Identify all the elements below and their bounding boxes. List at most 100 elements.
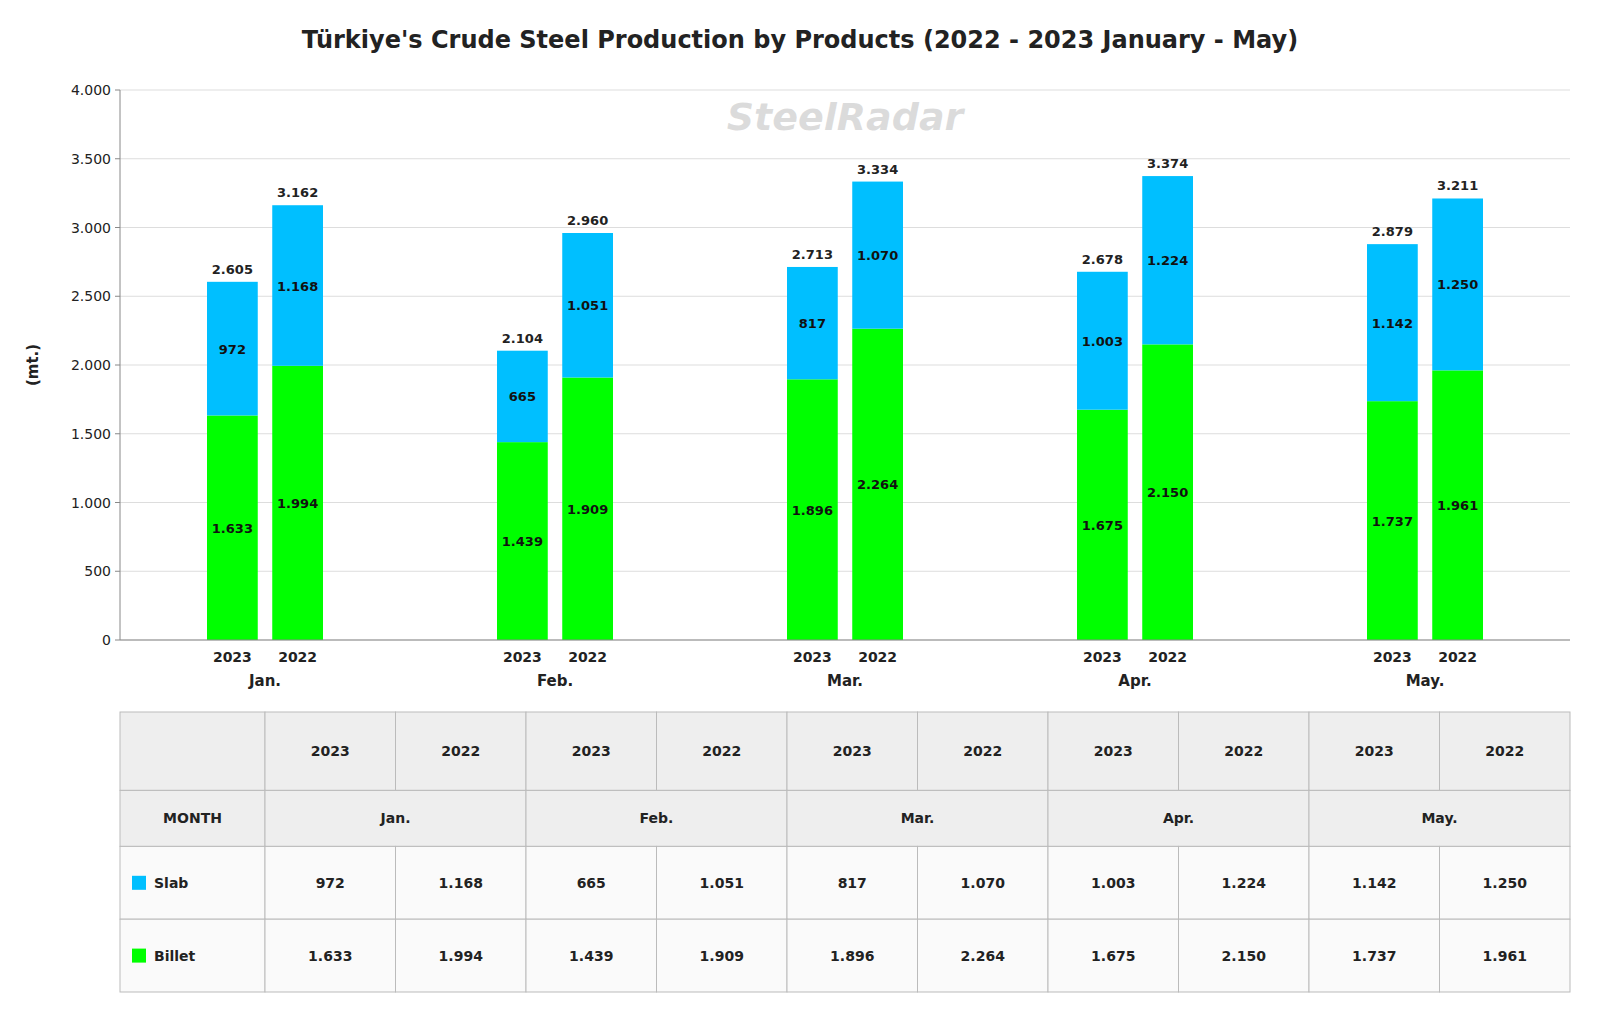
x-tick-label: 2022 [858, 649, 897, 665]
table-cell [265, 712, 396, 790]
table-value: 1.675 [1091, 948, 1135, 964]
bar-segment [207, 282, 258, 416]
legend-label: Billet [154, 948, 196, 964]
table-cell [1309, 919, 1440, 992]
data-labels: 1.6339722.6051.9941.1683.1621.4396652.10… [212, 156, 1478, 549]
y-tick-label: 4.000 [71, 82, 111, 98]
table-value: 1.633 [308, 948, 352, 964]
table-year: 2023 [572, 743, 611, 759]
table-cell [1309, 712, 1440, 790]
background [0, 0, 1600, 1034]
x-tick-label: 2023 [793, 649, 832, 665]
watermark: SteelRadar [727, 95, 966, 139]
bar-segment [272, 205, 323, 366]
table-cell [787, 919, 918, 992]
table-value: 1.070 [961, 875, 1006, 891]
y-tick-label: 500 [84, 563, 111, 579]
table-value: 1.896 [830, 948, 874, 964]
table-cell [120, 919, 265, 992]
segment-label: 1.675 [1082, 518, 1123, 533]
bar-segment [497, 442, 548, 640]
bar-segment [497, 351, 548, 442]
y-tick [115, 365, 120, 366]
table-cell [120, 790, 265, 846]
segment-label: 1.250 [1437, 277, 1478, 292]
y-tick [115, 433, 120, 434]
bar-segment [787, 267, 838, 379]
segment-label: 972 [219, 342, 246, 357]
table-cell [657, 846, 788, 919]
total-label: 3.211 [1437, 178, 1478, 193]
table-value: 1.250 [1483, 875, 1528, 891]
table-cell [265, 790, 526, 846]
segment-label: 1.070 [857, 248, 898, 263]
y-tick-label: 3.000 [71, 220, 111, 236]
y-axis-label: (mt.) [24, 344, 42, 386]
chart: Türkiye's Crude Steel Production by Prod… [0, 0, 1600, 1034]
total-label: 2.605 [212, 262, 253, 277]
table-cell [918, 712, 1049, 790]
group-label: Feb. [537, 672, 573, 690]
total-label: 3.374 [1147, 156, 1188, 171]
table-month: Apr. [1163, 810, 1194, 826]
table-cell [396, 846, 527, 919]
table-value: 1.909 [700, 948, 744, 964]
table-cell [1309, 790, 1570, 846]
table-cell [787, 712, 918, 790]
bar-segment [562, 233, 613, 378]
segment-label: 1.896 [792, 503, 833, 518]
table-cell [657, 919, 788, 992]
table-year: 2022 [1485, 743, 1524, 759]
y-tick [115, 296, 120, 297]
table-cell [120, 846, 265, 919]
table-cell [787, 846, 918, 919]
total-label: 2.879 [1372, 224, 1413, 239]
table-value: 1.168 [439, 875, 483, 891]
grid-line [120, 571, 1570, 572]
bar-segment [852, 329, 903, 640]
bar-segment [1142, 176, 1193, 344]
x-tick-label: 2023 [213, 649, 252, 665]
table-value: 2.150 [1222, 948, 1267, 964]
table-cell [265, 846, 396, 919]
table-cell [265, 919, 396, 992]
legend-swatch [132, 876, 146, 890]
table-month: Jan. [380, 810, 411, 826]
total-label: 3.162 [277, 185, 318, 200]
table-value: 1.994 [439, 948, 484, 964]
grid-line [120, 227, 1570, 228]
table-value: 972 [316, 875, 345, 891]
table-cell [1179, 846, 1310, 919]
table-year: 2023 [1355, 743, 1394, 759]
table-cell [396, 919, 527, 992]
table-value: 1.051 [700, 875, 744, 891]
table-cell [526, 846, 657, 919]
y-tick-label: 3.500 [71, 151, 111, 167]
table-cell [1179, 919, 1310, 992]
y-tick [115, 227, 120, 228]
bar-segment [1077, 272, 1128, 410]
table-value: 1.737 [1352, 948, 1396, 964]
table-cell [120, 712, 265, 790]
x-tick-label: 2022 [278, 649, 317, 665]
table-value: 1.224 [1222, 875, 1267, 891]
x-tick-label: 2023 [1083, 649, 1122, 665]
segment-label: 1.737 [1372, 514, 1413, 529]
segment-label: 665 [509, 389, 536, 404]
table-year: 2023 [311, 743, 350, 759]
table-cell [1048, 846, 1179, 919]
segment-label: 1.909 [567, 502, 608, 517]
x-axis [120, 640, 1570, 641]
bar-segment [562, 378, 613, 640]
segment-label: 1.142 [1372, 316, 1413, 331]
table-cell [526, 790, 787, 846]
table-year: 2022 [702, 743, 741, 759]
table-cell [1179, 712, 1310, 790]
table-month: Feb. [640, 810, 674, 826]
y-tick [115, 571, 120, 572]
x-tick-label: 2022 [1148, 649, 1187, 665]
table-month: May. [1421, 810, 1457, 826]
group-label: Apr. [1118, 672, 1151, 690]
bar-segment [1432, 198, 1483, 370]
segment-label: 1.003 [1082, 334, 1123, 349]
